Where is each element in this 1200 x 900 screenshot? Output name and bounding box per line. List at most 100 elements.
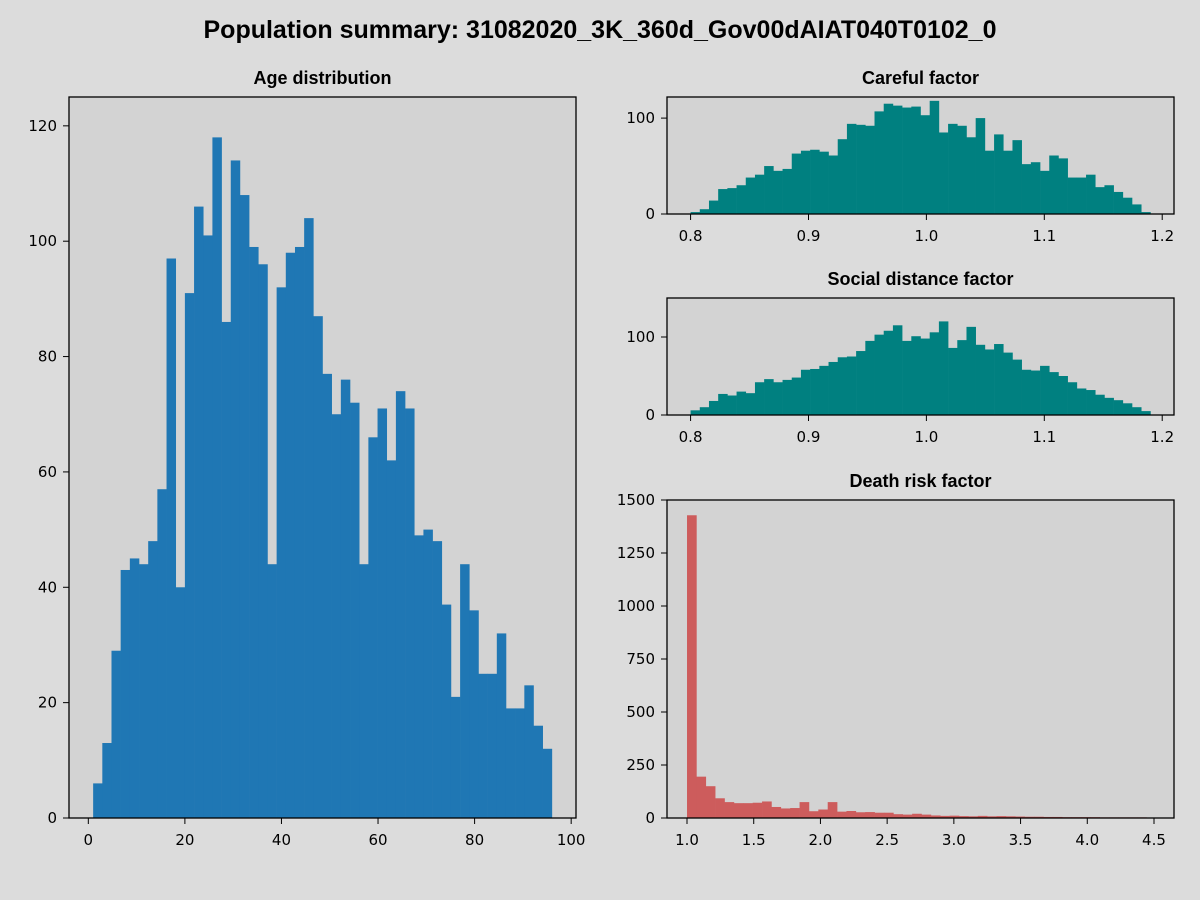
- careful-ytick-label: 100: [626, 109, 655, 127]
- careful-bar: [1067, 177, 1078, 214]
- age-ytick-label: 60: [38, 463, 57, 481]
- social-bar: [938, 321, 949, 415]
- social-bar: [874, 334, 885, 415]
- social-bar: [1040, 365, 1050, 415]
- careful-bar: [874, 111, 885, 214]
- age-bar: [441, 604, 452, 818]
- social-bar: [1003, 352, 1013, 415]
- social-bar: [1086, 390, 1096, 415]
- age-bar: [450, 696, 461, 818]
- social-bar: [856, 351, 866, 415]
- careful-bar: [819, 151, 829, 214]
- death-bar: [959, 816, 969, 818]
- social-xtick-label: 1.2: [1150, 428, 1174, 446]
- social-bar: [1058, 376, 1068, 415]
- age-bar: [524, 685, 534, 818]
- age-bar: [230, 160, 241, 818]
- social-bar: [690, 410, 701, 415]
- social-bar: [764, 379, 774, 415]
- social-bar: [1132, 407, 1142, 415]
- death-bar: [799, 802, 810, 818]
- death-bar: [902, 814, 913, 818]
- social-bar: [837, 357, 848, 415]
- death-ytick-label: 1000: [617, 597, 655, 615]
- age-bar: [368, 437, 378, 818]
- social-bar: [948, 347, 958, 415]
- age-bar: [313, 316, 323, 818]
- death-xtick-label: 3.5: [1009, 831, 1033, 849]
- death-bar: [893, 814, 904, 818]
- death-bar: [705, 786, 716, 818]
- social-bar: [736, 391, 747, 415]
- age-bar: [129, 558, 140, 818]
- careful-bar: [856, 124, 866, 214]
- social-bar: [1067, 382, 1078, 415]
- age-bar: [359, 564, 369, 818]
- age-bar: [350, 402, 360, 818]
- social-bar: [1030, 370, 1041, 415]
- careful-bar: [1095, 187, 1105, 214]
- age-xtick-label: 20: [175, 831, 194, 849]
- death-bar: [715, 798, 725, 818]
- age-ytick-label: 0: [47, 809, 57, 827]
- age-ytick-label: 120: [28, 117, 57, 135]
- social-bar: [892, 325, 903, 415]
- age-panel: Age distribution 0 20 40 60 80 100 0 20 40 60 80 100…: [28, 68, 585, 849]
- careful-bar: [708, 200, 719, 214]
- death-xtick-label: 1.0: [675, 831, 699, 849]
- death-title: Death risk factor: [849, 471, 991, 491]
- age-xtick-label: 60: [368, 831, 387, 849]
- figure-suptitle: Population summary: 31082020_3K_360d_Gov…: [204, 16, 997, 44]
- social-bar: [929, 332, 940, 415]
- careful-bar: [773, 170, 783, 214]
- careful-xtick-label: 1.1: [1032, 227, 1056, 245]
- death-ytick-label: 1500: [617, 491, 655, 509]
- careful-ytick-label: 0: [645, 205, 655, 223]
- social-bar: [994, 344, 1004, 415]
- death-bar: [855, 812, 866, 818]
- careful-panel: Careful factor 0.8 0.9 1.0 1.1 1.2 0 100: [626, 68, 1175, 245]
- social-bar: [1012, 359, 1022, 415]
- age-bar: [267, 564, 277, 818]
- death-bar: [724, 802, 735, 818]
- age-xtick-label: 40: [272, 831, 291, 849]
- death-ytick-label: 500: [626, 703, 655, 721]
- age-bar: [148, 541, 158, 818]
- careful-bar: [948, 123, 958, 214]
- careful-xtick-label: 1.2: [1150, 227, 1174, 245]
- careful-bar: [745, 177, 756, 214]
- death-bar: [940, 815, 950, 818]
- careful-bar: [975, 118, 986, 214]
- social-bar: [782, 379, 793, 415]
- careful-bar: [1012, 140, 1022, 214]
- social-title: Social distance factor: [827, 269, 1013, 289]
- careful-bar: [892, 105, 903, 214]
- careful-bar: [782, 168, 793, 214]
- age-bar: [249, 246, 259, 818]
- age-bar: [194, 206, 204, 819]
- death-bar: [968, 816, 979, 818]
- social-bar: [883, 330, 894, 415]
- age-bar: [294, 246, 305, 818]
- death-bar: [818, 809, 829, 818]
- age-bar: [239, 195, 250, 818]
- careful-bar: [1122, 197, 1133, 214]
- social-bar: [810, 368, 820, 415]
- social-bar: [1049, 372, 1059, 415]
- careful-bar: [902, 107, 912, 214]
- social-bar: [727, 395, 737, 415]
- social-bar: [745, 393, 756, 415]
- age-bar: [340, 379, 351, 818]
- careful-bar: [883, 103, 894, 214]
- age-ytick-label: 20: [38, 694, 57, 712]
- death-bar: [808, 811, 819, 818]
- social-ytick-label: 0: [645, 406, 655, 424]
- death-xtick-label: 4.0: [1075, 831, 1099, 849]
- age-bar: [469, 610, 479, 818]
- age-ytick-label: 40: [38, 578, 57, 596]
- death-bar: [996, 816, 1007, 818]
- age-bar: [405, 408, 415, 818]
- age-bar: [221, 321, 232, 818]
